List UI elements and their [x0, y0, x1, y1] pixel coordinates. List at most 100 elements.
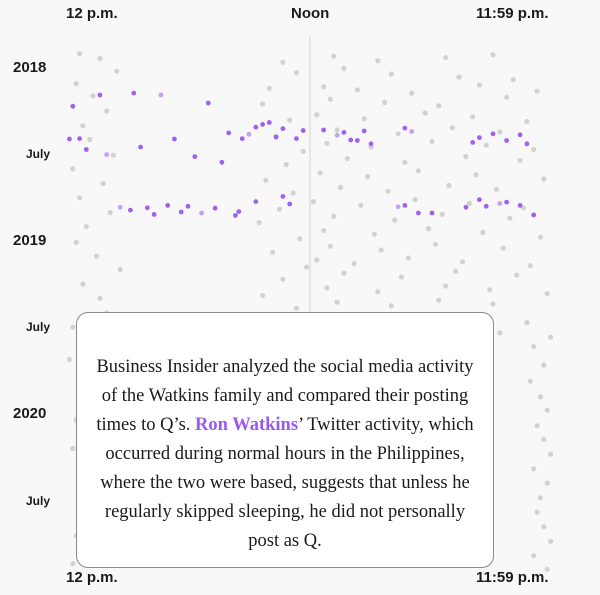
- y-tick-2020: 2020: [13, 405, 47, 422]
- q-point: [531, 344, 537, 350]
- q-point: [544, 291, 550, 297]
- q-point: [426, 226, 432, 232]
- q-point: [436, 103, 442, 109]
- q-series: [66, 51, 554, 573]
- q-point: [490, 301, 496, 307]
- q-point: [280, 276, 286, 282]
- ron-watkins-point: [531, 212, 537, 218]
- q-point: [293, 305, 299, 311]
- q-point: [541, 176, 547, 182]
- q-point: [375, 289, 381, 295]
- q-point: [541, 524, 547, 530]
- q-point: [260, 292, 266, 299]
- q-point: [324, 285, 330, 291]
- ron-watkins-point: [477, 135, 482, 141]
- ron-watkins-point: [409, 129, 415, 134]
- q-point: [290, 190, 296, 196]
- q-point: [405, 255, 411, 261]
- q-point: [388, 71, 394, 77]
- ron-watkins-point: [280, 194, 286, 199]
- ron-watkins-point: [77, 136, 82, 142]
- q-point: [443, 283, 449, 289]
- y-tick-2019: 2019: [13, 232, 47, 249]
- q-point: [114, 68, 120, 74]
- q-point: [266, 85, 272, 91]
- ron-watkins-point: [300, 128, 306, 133]
- ron-watkins-point: [470, 140, 476, 145]
- q-point: [541, 362, 547, 368]
- q-point: [524, 319, 530, 326]
- q-point: [517, 157, 523, 163]
- q-point: [490, 52, 496, 58]
- q-point: [534, 509, 540, 515]
- ron-watkins-point: [233, 213, 238, 218]
- q-point: [385, 188, 391, 194]
- ron-watkins-point: [273, 134, 279, 140]
- q-point: [375, 58, 381, 64]
- ron-watkins-point: [158, 92, 164, 98]
- q-point: [344, 155, 350, 162]
- ron-watkins-point: [280, 126, 286, 131]
- q-point: [260, 101, 266, 107]
- ron-watkins-point: [524, 141, 530, 147]
- ron-watkins-point: [117, 204, 123, 210]
- ron-watkins-point: [83, 147, 89, 152]
- ron-watkins-point: [246, 131, 252, 137]
- q-point: [354, 87, 360, 93]
- ron-watkins-point: [212, 205, 218, 211]
- q-point: [77, 51, 83, 57]
- q-point: [90, 93, 96, 99]
- q-point: [480, 229, 486, 235]
- ron-watkins-point: [321, 127, 326, 133]
- q-point: [534, 423, 540, 429]
- ron-watkins-point: [402, 125, 408, 131]
- ron-watkins-point: [348, 137, 354, 143]
- q-point: [73, 81, 79, 87]
- q-point: [534, 88, 540, 94]
- q-point: [80, 123, 86, 129]
- caption-text-after: ’ Twitter activity, which occurred durin…: [100, 415, 474, 551]
- ron-watkins-point: [104, 152, 110, 158]
- ron-watkins-point: [504, 138, 509, 143]
- q-point: [473, 172, 479, 178]
- q-point: [395, 131, 401, 137]
- ron-watkins-point: [253, 124, 259, 130]
- ron-watkins-point: [67, 136, 72, 142]
- q-point: [388, 303, 394, 309]
- ron-watkins-point: [70, 103, 76, 109]
- q-point: [361, 116, 367, 122]
- ron-watkins-point: [368, 141, 374, 147]
- q-point: [527, 263, 533, 269]
- x-tick-end-bottom: 11:59 p.m.: [476, 569, 549, 586]
- caption-highlight-ron-watkins: Ron Watkins: [195, 415, 299, 435]
- q-point: [117, 266, 123, 272]
- x-tick-noon-top: Noon: [291, 5, 330, 22]
- ron-watkins-point: [219, 159, 225, 165]
- q-point: [83, 224, 89, 230]
- ron-watkins-point: [416, 210, 421, 216]
- ron-watkins-point: [361, 128, 367, 134]
- q-point: [351, 261, 357, 267]
- ron-watkins-point: [477, 197, 482, 203]
- q-point: [66, 356, 72, 362]
- ron-watkins-point: [260, 122, 265, 127]
- q-point: [537, 394, 544, 400]
- q-point: [476, 82, 482, 88]
- q-point: [412, 197, 418, 203]
- q-point: [314, 257, 320, 263]
- ron-watkins-point: [429, 210, 435, 216]
- q-point: [107, 209, 113, 216]
- ron-watkins-point: [504, 199, 509, 205]
- q-point: [70, 445, 76, 452]
- x-tick-end-top: 11:59 p.m.: [476, 5, 549, 22]
- q-point: [483, 142, 489, 148]
- q-point: [409, 90, 415, 96]
- ron-watkins-point: [294, 136, 299, 142]
- ron-watkins-point: [131, 90, 137, 96]
- q-point: [341, 270, 347, 276]
- x-tick-start-top: 12 p.m.: [66, 5, 118, 22]
- q-point: [510, 77, 516, 83]
- q-point: [287, 117, 293, 123]
- q-point: [300, 148, 306, 154]
